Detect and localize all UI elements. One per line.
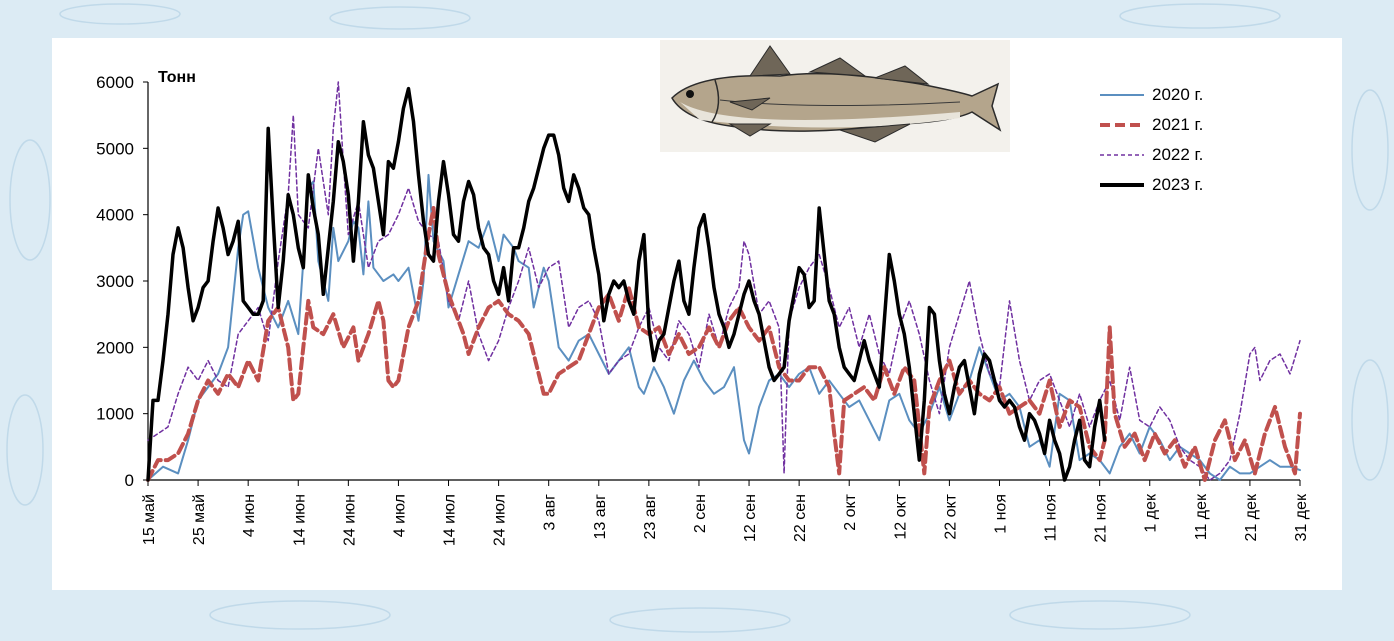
y-tick-label: 4000 (96, 206, 134, 225)
y-tick-label: 6000 (96, 73, 134, 92)
x-tick-label: 21 дек (1243, 493, 1260, 541)
y-tick-label: 5000 (96, 139, 134, 158)
y-tick-label: 0 (125, 471, 134, 490)
legend-label-2021: 2021 г. (1152, 115, 1204, 134)
x-tick-label: 13 авг (592, 494, 609, 540)
cod-fish-illustration (660, 40, 1010, 152)
x-tick-label: 3 авг (542, 494, 559, 531)
legend-swatch-2022 (1100, 154, 1144, 156)
x-tick-label: 31 дек (1293, 493, 1310, 541)
x-tick-label: 11 дек (1193, 493, 1210, 540)
legend-swatch-2023 (1100, 183, 1144, 187)
x-tick-label: 24 июл (492, 494, 509, 546)
chart-legend: 2020 г. 2021 г. 2022 г. 2023 г. (1100, 80, 1260, 200)
legend-swatch-2020 (1100, 94, 1144, 96)
x-tick-label: 4 июл (391, 494, 408, 537)
y-tick-label: 1000 (96, 405, 134, 424)
y-axis-label: Тонн (158, 69, 196, 86)
x-tick-label: 22 сен (792, 494, 809, 542)
legend-item-2022: 2022 г. (1100, 140, 1260, 170)
legend-item-2021: 2021 г. (1100, 110, 1260, 140)
series-line-2021 (146, 206, 1302, 482)
x-tick-label: 4 июн (241, 494, 258, 537)
series-line-2023 (146, 86, 1107, 482)
x-tick-label: 12 окт (892, 493, 909, 539)
x-tick-label: 23 авг (642, 494, 659, 540)
x-tick-label: 21 ноя (1093, 494, 1110, 543)
legend-label-2023: 2023 г. (1152, 175, 1204, 194)
x-tick-label: 15 май (141, 494, 158, 545)
legend-swatch-2021 (1100, 123, 1144, 127)
x-tick-label: 22 окт (942, 493, 959, 539)
y-tick-label: 2000 (96, 338, 134, 357)
legend-label-2022: 2022 г. (1152, 145, 1204, 164)
x-tick-label: 1 дек (1143, 493, 1160, 533)
legend-label-2020: 2020 г. (1152, 85, 1204, 104)
x-tick-label: 1 ноя (992, 494, 1009, 534)
legend-item-2020: 2020 г. (1100, 80, 1260, 110)
x-tick-label: 2 окт (842, 493, 859, 530)
y-tick-label: 3000 (96, 272, 134, 291)
x-tick-label: 14 июн (291, 494, 308, 546)
x-tick-label: 14 июл (442, 494, 459, 546)
x-tick-label: 12 сен (742, 494, 759, 542)
x-tick-label: 25 май (191, 494, 208, 545)
x-tick-label: 11 ноя (1043, 494, 1060, 541)
legend-item-2023: 2023 г. (1100, 170, 1260, 200)
x-tick-label: 2 сен (692, 494, 709, 533)
x-tick-label: 24 июн (341, 494, 358, 546)
